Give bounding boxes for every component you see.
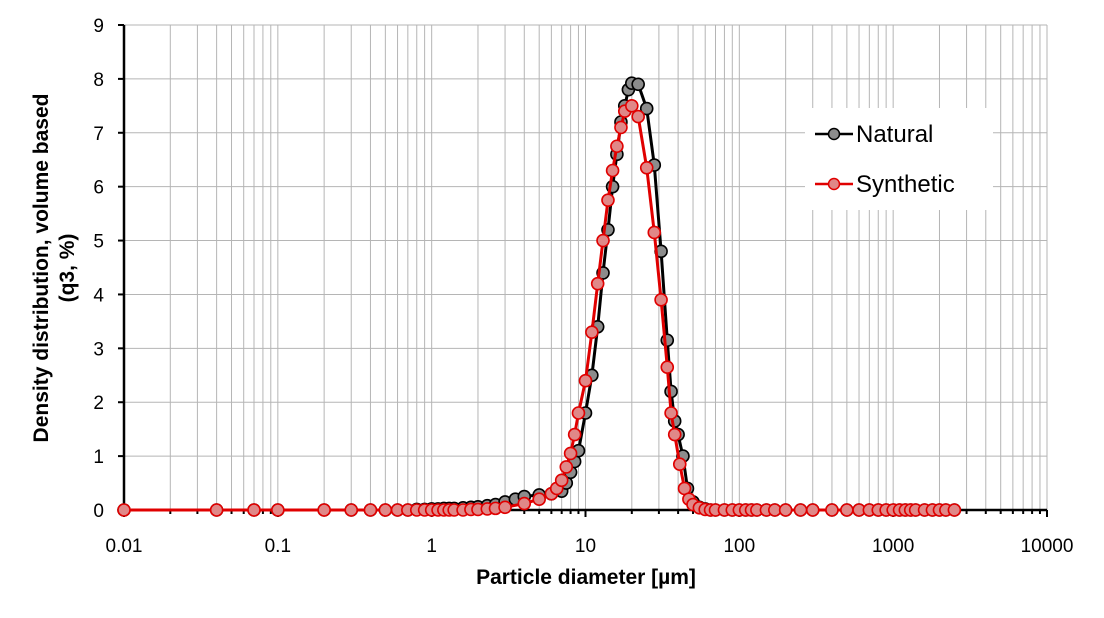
x-axis-title: Particle diameter [µm] — [476, 566, 696, 589]
y-tick-label: 4 — [93, 285, 104, 306]
synthetic-point — [805, 503, 820, 517]
synthetic-point — [363, 503, 378, 517]
synthetic-point — [825, 503, 839, 517]
synthetic-series — [117, 99, 962, 517]
synthetic-point — [664, 406, 678, 420]
x-tick-label: 10 — [575, 536, 596, 557]
legend-box — [805, 108, 993, 210]
synthetic-point — [585, 325, 599, 339]
synthetic-point — [344, 503, 359, 517]
y-tick-label: 2 — [93, 393, 104, 414]
synthetic-point — [654, 293, 668, 307]
synthetic-point — [647, 225, 662, 240]
x-tick-labels: 0.01 0.1 1 10 100 1000 10000 — [106, 536, 1074, 557]
y-tick-label: 0 — [93, 501, 104, 522]
synthetic-point — [567, 427, 582, 442]
legend-synthetic-marker — [827, 177, 841, 191]
y-tick-label: 6 — [93, 178, 104, 199]
synthetic-point — [578, 373, 593, 388]
synthetic-point — [631, 109, 645, 124]
y-tick-label: 8 — [93, 70, 104, 91]
synthetic-point — [667, 427, 682, 442]
synthetic-point — [271, 503, 285, 517]
synthetic-point — [247, 503, 261, 517]
synthetic-point — [660, 360, 675, 374]
legend-natural-marker — [827, 127, 841, 141]
synthetic-point — [625, 99, 639, 113]
natural-point — [631, 77, 645, 92]
legend-natural-label: Natural — [856, 121, 933, 148]
legend-synthetic-label: Synthetic — [856, 171, 955, 198]
y-tick-label: 9 — [93, 16, 104, 37]
synthetic-point — [596, 233, 610, 248]
synthetic-point — [571, 406, 586, 420]
y-tick-label: 1 — [93, 447, 104, 468]
synthetic-point — [559, 460, 574, 474]
legend: Natural Synthetic — [805, 108, 993, 210]
synthetic-point — [317, 503, 331, 517]
synthetic-point — [614, 120, 628, 135]
synthetic-point — [378, 503, 393, 517]
synthetic-point — [947, 503, 962, 517]
x-tick-label: 1 — [426, 536, 437, 557]
synthetic-point — [605, 163, 620, 178]
x-tick-label: 10000 — [1021, 536, 1074, 557]
synthetic-point — [117, 503, 131, 517]
synthetic-point — [517, 496, 532, 511]
synthetic-point — [601, 193, 615, 207]
synthetic-point — [793, 503, 808, 517]
x-tick-label: 0.1 — [265, 536, 291, 557]
synthetic-point — [209, 503, 224, 517]
y-axis-title-line1: Density distribution, volume based — [30, 94, 53, 443]
series-layer — [117, 76, 962, 517]
y-tick-label: 5 — [93, 232, 104, 253]
y-axis-title-line2: (q3, %) — [56, 234, 79, 303]
synthetic-point — [672, 457, 687, 471]
grid-lines — [123, 24, 1048, 510]
y-tick-label: 7 — [93, 124, 104, 145]
synthetic-point — [563, 446, 578, 461]
x-tick-label: 100 — [723, 536, 755, 557]
synthetic-point — [532, 492, 546, 507]
x-tick-label: 0.01 — [106, 536, 143, 557]
synthetic-point — [610, 139, 624, 154]
synthetic-point — [498, 500, 512, 515]
y-tick-label: 3 — [93, 339, 104, 360]
synthetic-point — [840, 503, 854, 517]
synthetic-point — [590, 276, 605, 291]
synthetic-point — [639, 161, 654, 175]
synthetic-point — [554, 473, 569, 488]
synthetic-point — [778, 503, 793, 517]
x-tick-label: 1000 — [872, 536, 914, 557]
natural-point — [639, 101, 654, 116]
y-tick-labels: 0 1 2 3 4 5 6 7 8 9 — [93, 16, 104, 522]
